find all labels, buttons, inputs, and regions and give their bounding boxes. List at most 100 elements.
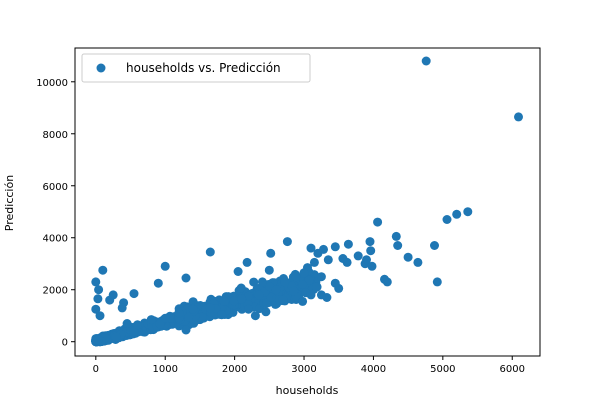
data-point bbox=[133, 320, 142, 330]
x-axis-ticks: 0 1000 2000 3000 4000 5000 6000 bbox=[93, 356, 525, 375]
y-axis-label: Predicción bbox=[3, 175, 16, 231]
data-point bbox=[367, 261, 377, 271]
data-point bbox=[174, 308, 184, 318]
data-point bbox=[330, 278, 340, 288]
data-point bbox=[94, 285, 104, 295]
data-point bbox=[244, 291, 253, 301]
data-point bbox=[413, 257, 423, 267]
x-tick-label: 6000 bbox=[500, 364, 525, 375]
data-point bbox=[298, 280, 308, 289]
data-point bbox=[111, 332, 121, 342]
data-point bbox=[313, 248, 323, 258]
x-tick-label: 3000 bbox=[291, 364, 316, 375]
y-axis-ticks: 0 2000 4000 6000 8000 10000 bbox=[36, 78, 75, 349]
data-point bbox=[323, 255, 333, 265]
data-point bbox=[291, 272, 301, 282]
data-point bbox=[181, 273, 191, 283]
data-point bbox=[316, 272, 326, 282]
data-point bbox=[393, 241, 403, 250]
data-point bbox=[264, 265, 274, 275]
data-point bbox=[236, 283, 246, 293]
data-point bbox=[309, 257, 319, 267]
data-point bbox=[197, 312, 207, 322]
data-point bbox=[380, 274, 389, 284]
data-point bbox=[330, 242, 340, 252]
data-point bbox=[365, 237, 375, 247]
x-tick-label: 0 bbox=[93, 364, 99, 375]
data-point bbox=[233, 267, 243, 276]
legend-box bbox=[81, 53, 311, 83]
y-tick-label: 6000 bbox=[43, 182, 68, 193]
data-point bbox=[442, 215, 452, 224]
data-point bbox=[249, 277, 259, 287]
data-point bbox=[93, 335, 103, 345]
legend: households vs. Predicción bbox=[81, 53, 311, 83]
data-point bbox=[514, 112, 523, 122]
data-point bbox=[353, 251, 363, 261]
data-point bbox=[280, 277, 290, 287]
data-point bbox=[421, 56, 431, 66]
data-point bbox=[129, 327, 139, 336]
y-tick-label: 2000 bbox=[43, 286, 68, 297]
data-point bbox=[242, 257, 252, 267]
data-point bbox=[95, 311, 105, 321]
data-point bbox=[403, 252, 413, 262]
data-point bbox=[338, 254, 348, 263]
x-tick-label: 2000 bbox=[222, 364, 247, 375]
legend-label: households vs. Predicción bbox=[126, 61, 281, 75]
y-tick-label: 8000 bbox=[43, 130, 68, 141]
data-point bbox=[343, 239, 353, 249]
data-point bbox=[312, 282, 321, 292]
data-point bbox=[463, 207, 473, 217]
data-point bbox=[205, 303, 215, 313]
data-point bbox=[373, 217, 383, 227]
data-point bbox=[122, 319, 132, 328]
data-point bbox=[254, 290, 264, 300]
data-point bbox=[219, 296, 229, 306]
data-point bbox=[316, 290, 326, 300]
data-point bbox=[282, 237, 292, 247]
data-point bbox=[184, 312, 194, 322]
plot-area bbox=[91, 56, 523, 347]
y-tick-label: 10000 bbox=[36, 78, 68, 89]
data-point bbox=[366, 246, 376, 256]
x-tick-label: 4000 bbox=[361, 364, 386, 375]
data-point bbox=[91, 277, 101, 287]
x-tick-label: 1000 bbox=[152, 364, 177, 375]
data-point bbox=[117, 303, 127, 313]
data-point bbox=[271, 285, 281, 295]
data-point bbox=[181, 325, 191, 335]
data-point bbox=[362, 255, 371, 265]
axes-frame bbox=[74, 47, 541, 357]
data-point bbox=[278, 295, 288, 305]
data-point bbox=[93, 294, 103, 304]
data-point bbox=[298, 296, 308, 306]
data-point bbox=[289, 286, 299, 296]
data-point bbox=[306, 243, 316, 253]
data-point bbox=[244, 304, 253, 314]
data-point bbox=[108, 290, 118, 300]
data-point bbox=[261, 307, 271, 317]
data-point bbox=[229, 296, 239, 306]
data-point bbox=[257, 277, 267, 287]
data-point bbox=[205, 247, 215, 257]
data-point bbox=[188, 304, 198, 314]
data-point bbox=[91, 304, 101, 314]
data-point bbox=[160, 261, 170, 271]
data-point bbox=[266, 248, 276, 258]
data-point bbox=[452, 209, 462, 219]
x-axis-label: households bbox=[276, 384, 339, 397]
data-point bbox=[160, 313, 170, 323]
y-tick-label: 0 bbox=[62, 338, 68, 349]
data-point bbox=[153, 278, 163, 288]
data-point bbox=[129, 289, 139, 299]
data-point bbox=[391, 231, 401, 241]
legend-marker bbox=[96, 63, 106, 73]
data-point bbox=[217, 310, 227, 320]
data-point bbox=[430, 241, 439, 250]
y-tick-label: 4000 bbox=[43, 234, 68, 245]
x-tick-label: 5000 bbox=[430, 364, 455, 375]
data-point bbox=[98, 265, 108, 275]
data-point bbox=[306, 290, 316, 300]
